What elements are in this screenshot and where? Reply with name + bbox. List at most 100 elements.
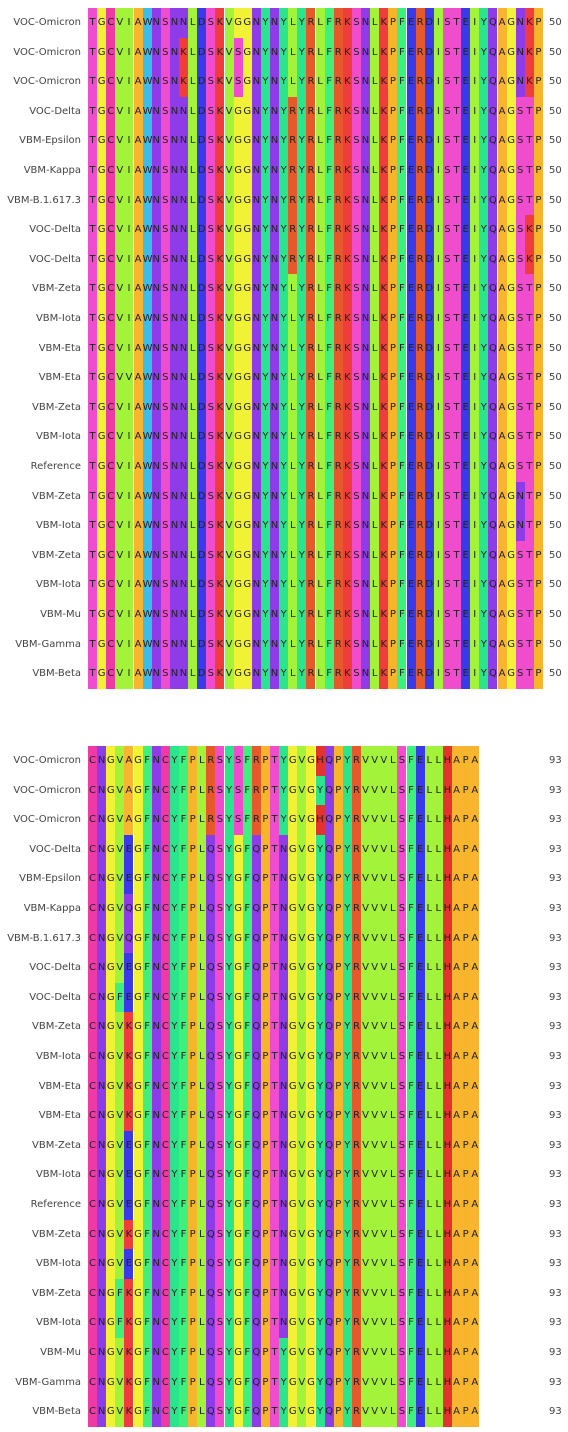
residue-cell [279,244,289,275]
residue-letter: E [416,903,424,914]
residue-letter: S [216,873,224,885]
residue-cell [379,540,389,571]
residue-cell [361,600,371,630]
residue-letter: T [89,638,96,650]
residue-cell [297,126,307,156]
residue-cell [169,96,179,127]
residue-cell [297,333,307,364]
residue-cell [197,96,207,127]
residue-letter: G [288,1021,297,1033]
residue-letter: E [416,1406,424,1418]
sequence-label: VBM-Iota [35,1169,81,1181]
residue-letter: C [107,520,115,532]
residue-cell [115,8,125,38]
residue-letter: Y [480,46,487,58]
residue-cell [533,422,543,452]
residue-letter: L [198,814,205,826]
residue-letter: L [371,17,378,28]
residue-cell [270,333,280,364]
sequence-label: VBM-Epsilon [19,135,81,147]
residue-letter: S [216,991,224,1003]
residue-cell [415,452,425,482]
residue-letter: Y [171,1258,178,1270]
residue-letter: T [453,431,460,443]
residue-letter: Y [316,1228,324,1240]
residue-letter: A [134,461,142,472]
end-position-label: 93 [549,1110,562,1122]
residue-cell [151,274,161,304]
residue-cell [124,511,134,541]
residue-cell [452,363,462,393]
residue-letter: V [380,1169,388,1181]
residue-cell [442,333,452,364]
residue-letter: K [380,283,388,295]
residue-cell [251,274,261,304]
residue-letter: E [416,1317,424,1329]
residue-cell [351,67,361,97]
residue-letter: Y [280,755,287,766]
residue-letter: L [390,1406,396,1418]
residue-cell [433,333,443,364]
residue-letter: E [125,1258,133,1270]
residue-letter: Q [489,490,497,502]
residue-letter: P [335,1258,342,1270]
residue-letter: L [390,1347,396,1358]
residue-cell [206,304,216,334]
residue-letter: R [352,1139,360,1151]
residue-letter: T [453,253,460,265]
residue-cell [133,96,143,127]
residue-letter: F [144,1287,151,1299]
residue-letter: S [398,843,406,855]
residue-letter: R [352,1287,360,1299]
residue-letter: L [435,814,442,826]
residue-letter: E [462,401,469,413]
residue-letter: V [116,1080,124,1092]
residue-letter: Q [206,932,215,944]
residue-cell [470,422,480,452]
residue-letter: S [398,932,406,944]
residue-letter: N [361,520,370,532]
residue-letter: N [152,549,160,561]
residue-letter: N [152,76,160,88]
residue-cell [361,304,371,334]
residue-letter: H [443,1376,452,1388]
residue-letter: V [225,283,233,295]
residue-letter: F [180,962,187,974]
residue-letter: S [444,668,451,680]
residue-letter: T [453,105,460,117]
residue-letter: L [371,253,378,265]
residue-letter: Y [480,253,487,265]
residue-letter: W [142,579,153,591]
residue-cell [179,274,189,304]
residue-letter: A [471,1199,479,1210]
residue-cell [533,8,543,38]
residue-cell [361,215,371,245]
residue-cell [151,333,161,364]
residue-cell [251,244,261,275]
residue-cell [179,185,189,216]
residue-letter: A [453,1021,460,1033]
residue-letter: I [127,194,131,206]
residue-cell [533,96,543,127]
end-position-label: 50 [549,372,562,384]
residue-cell [488,422,498,452]
residue-letter: P [262,1199,269,1210]
residue-cell [379,126,389,156]
residue-cell [342,8,352,38]
residue-letter: G [307,755,315,766]
residue-cell [169,244,179,275]
residue-cell [233,215,243,245]
residue-letter: Q [325,1406,334,1418]
residue-letter: H [443,1080,452,1092]
residue-letter: S [162,431,169,443]
residue-letter: L [371,165,378,176]
residue-letter: S [444,431,451,443]
residue-letter: P [389,668,396,680]
residue-letter: V [225,609,233,620]
residue-cell [124,244,134,275]
residue-letter: S [162,135,169,147]
residue-cell [224,540,234,571]
residue-letter: E [407,253,415,265]
residue-cell [169,392,179,423]
residue-letter: T [453,17,460,28]
